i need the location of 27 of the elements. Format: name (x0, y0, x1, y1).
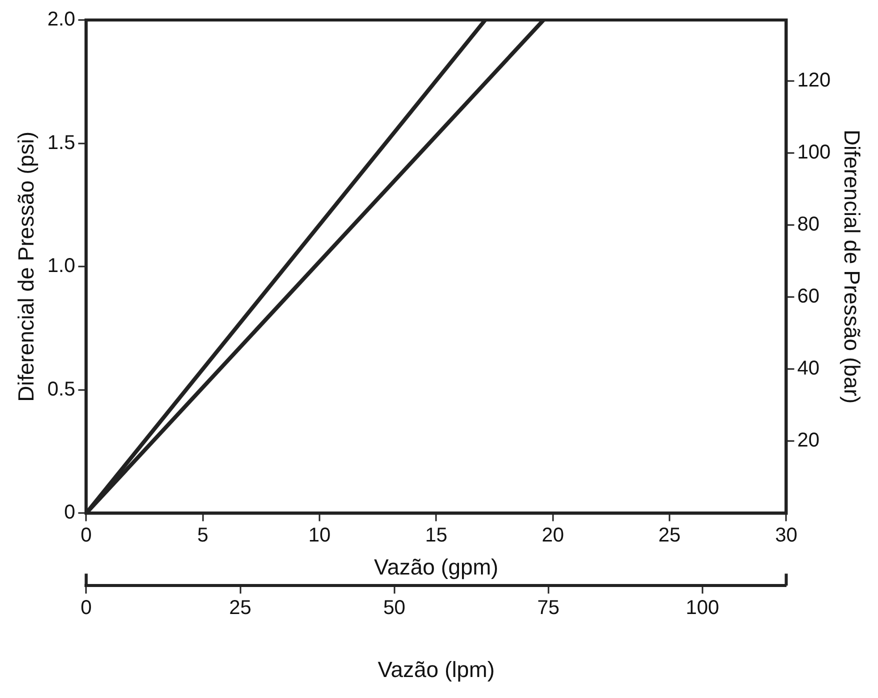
x2-tick-label: 100 (686, 597, 720, 620)
y2-tick-label: 60 (797, 286, 820, 308)
y2-tick-label: 20 (797, 430, 820, 452)
x-tick-label: 20 (542, 524, 564, 547)
y-tick-label: 1.5 (47, 132, 76, 154)
y2-tick-label: 120 (797, 70, 831, 92)
x-axis-title: Vazão (gpm) (374, 554, 498, 580)
x2-tick-label: 75 (537, 597, 560, 620)
y-tick-label: 1.0 (47, 255, 76, 278)
x-tick-label: 25 (658, 524, 681, 547)
x-tick-label: 5 (197, 524, 208, 547)
y-tick-label: 0.5 (47, 378, 76, 400)
x2-tick-label: 0 (80, 597, 92, 620)
x-tick-label: 0 (80, 524, 92, 547)
y2-axis-title: Diferencial de Pressão (bar) (840, 130, 865, 404)
y-tick-label: 0 (64, 502, 76, 524)
y-axis-title: Diferencial de Pressão (psi) (13, 131, 38, 402)
y-tick-label: 2.0 (47, 8, 76, 31)
x2-axis-title: Vazão (lpm) (378, 656, 495, 682)
y2-tick-label: 100 (797, 142, 831, 164)
x2-tick-label: 25 (229, 597, 252, 620)
x-tick-label: 10 (308, 524, 331, 547)
x2-tick-label: 50 (383, 597, 406, 620)
y2-tick-label: 80 (797, 214, 820, 236)
x-tick-label: 15 (425, 524, 448, 547)
x-tick-label: 30 (775, 524, 798, 547)
y2-tick-label: 40 (797, 358, 820, 380)
